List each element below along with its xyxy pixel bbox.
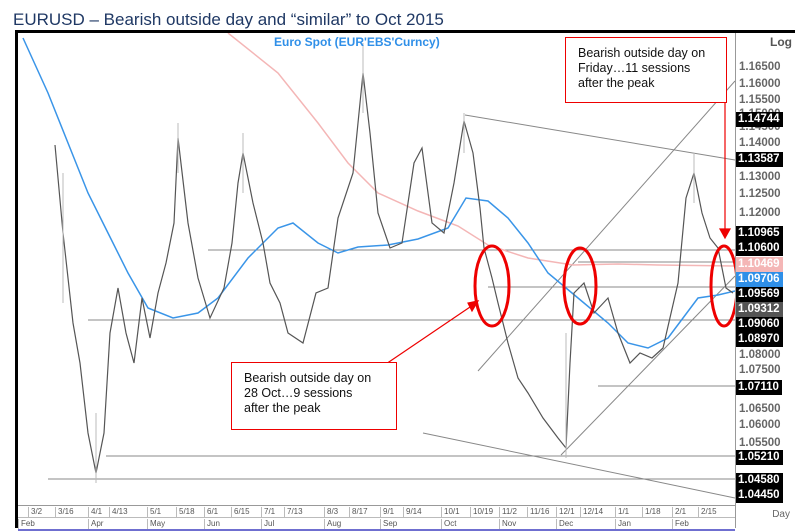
trend-lines <box>422 80 735 499</box>
callout-28-oct: Bearish outside day on 28 Oct…9 sessions… <box>231 362 397 430</box>
callout-friday: Bearish outside day on Friday…11 session… <box>565 37 727 103</box>
level-badge-last-price: 1.09312 <box>736 302 783 317</box>
level-badge: 1.14744 <box>736 112 783 127</box>
level-badge-long-ma: 1.10469 <box>736 257 783 272</box>
price-candles <box>54 72 734 474</box>
chart-frame <box>15 30 795 528</box>
x-axis: 3/2 3/16 4/1 4/13 5/1 5/18 6/1 6/15 7/1 … <box>18 505 735 531</box>
level-badge: 1.07110 <box>736 380 782 395</box>
level-badge: 1.09060 <box>736 317 783 332</box>
short-moving-average <box>22 37 735 349</box>
level-badge: 1.10965 <box>736 226 783 241</box>
scale-label: Log <box>770 35 792 49</box>
level-badge: 1.13587 <box>736 152 783 167</box>
level-badge-short-ma: 1.09706 <box>736 272 783 287</box>
x-axis-months: Feb Apr May Jun Jul Aug Sep Oct Nov Dec … <box>18 518 735 531</box>
horizontal-levels <box>48 249 735 480</box>
long-moving-average <box>227 33 735 267</box>
level-badge: 1.05210 <box>736 450 783 465</box>
y-axis: Log 1.16500 1.16000 1.15500 1.15000 1.14… <box>735 33 795 528</box>
price-chart <box>22 33 735 499</box>
callout-arrows <box>382 98 732 367</box>
period-label: Day <box>772 509 790 520</box>
series-label: Euro Spot (EUR'EBS'Curncy) <box>274 35 440 49</box>
level-badge: 1.04580 <box>736 473 783 488</box>
level-badge: 1.04450 <box>736 488 783 503</box>
highlight-ellipses <box>473 244 735 328</box>
page-title: EURUSD – Bearish outside day and “simila… <box>13 10 444 29</box>
level-badge: 1.09569 <box>736 287 783 302</box>
x-axis-dates: 3/2 3/16 4/1 4/13 5/1 5/18 6/1 6/15 7/1 … <box>18 506 735 518</box>
level-badge: 1.10600 <box>736 241 783 256</box>
level-badge: 1.08970 <box>736 332 783 347</box>
candle-wicks <box>62 43 695 483</box>
